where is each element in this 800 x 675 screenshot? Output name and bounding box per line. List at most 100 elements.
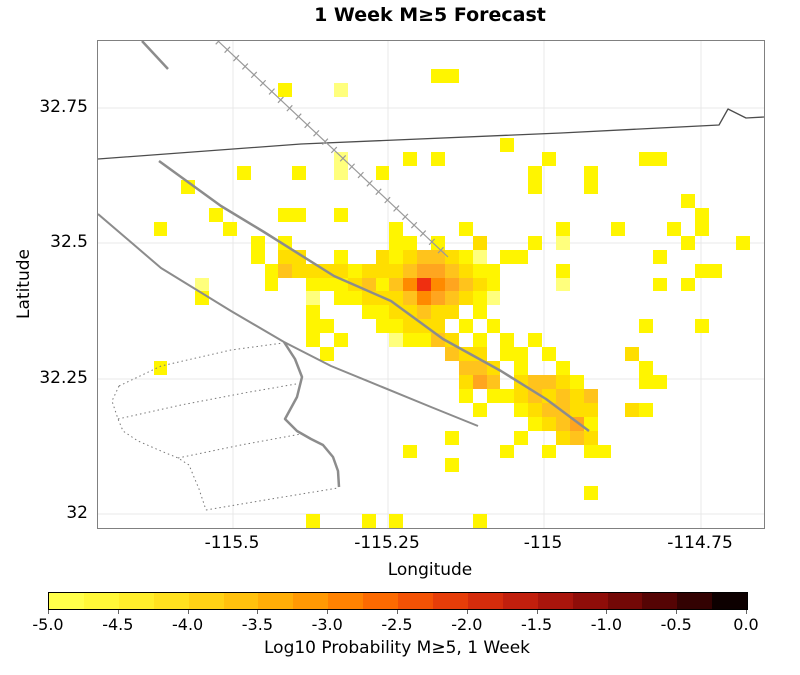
heatmap-cell — [431, 68, 445, 83]
heatmap-cell — [597, 444, 612, 459]
heatmap-cell — [403, 319, 418, 334]
x-tick-label: -114.75 — [667, 533, 733, 553]
heatmap-cell — [542, 152, 556, 167]
y-tick-label: 32 — [66, 503, 88, 523]
heatmap-cell — [444, 458, 459, 473]
colorbar-tick — [466, 610, 468, 614]
colorbar-tick — [536, 610, 538, 614]
heatmap-cell — [694, 207, 709, 222]
colorbar-segment — [328, 593, 364, 609]
heatmap-cell — [542, 416, 556, 431]
colorbar-segment — [537, 593, 573, 609]
heatmap-cell — [292, 263, 307, 278]
heatmap-cell — [333, 166, 348, 181]
heatmap-cell — [375, 305, 390, 320]
heatmap-cell — [514, 430, 529, 445]
heatmap-cell — [555, 374, 570, 389]
heatmap-cell — [458, 319, 473, 334]
heatmap-cell — [694, 263, 709, 278]
colorbar-tick — [117, 610, 119, 614]
colorbar-tick-label: -3.5 — [241, 615, 273, 634]
heatmap-cell — [528, 333, 542, 348]
heatmap-cell — [514, 388, 529, 403]
colorbar-tick-label: -0.5 — [660, 615, 692, 634]
heatmap-cell — [389, 333, 404, 348]
heatmap-cell — [431, 249, 445, 264]
heatmap-cell — [417, 277, 431, 292]
heatmap-cell — [653, 277, 667, 292]
colorbar-tick-label: -2.0 — [451, 615, 483, 634]
heatmap-cell — [361, 305, 376, 320]
colorbar-tick — [257, 610, 259, 614]
dotted-boundary-2 — [111, 385, 207, 511]
heatmap-cell — [708, 263, 723, 278]
heatmap-cell — [431, 305, 445, 320]
heatmap-cell — [222, 221, 237, 236]
heatmap-cell — [625, 347, 640, 362]
colorbar-segment — [49, 593, 84, 609]
heatmap-cell — [486, 263, 501, 278]
heatmap-cell — [486, 388, 501, 403]
heatmap-cell — [514, 249, 529, 264]
colorbar-tick-label: -5.0 — [32, 615, 64, 634]
heatmap-cell — [542, 374, 556, 389]
heatmap-cell — [528, 180, 542, 195]
heatmap-cell — [555, 430, 570, 445]
heatmap-cell — [403, 444, 418, 459]
heatmap-cell — [306, 319, 320, 334]
colorbar-segment — [83, 593, 119, 609]
heatmap-cell — [389, 221, 404, 236]
heatmap-cell — [653, 249, 667, 264]
colorbar-tick-label: -1.5 — [520, 615, 553, 634]
heatmap-cell — [403, 235, 418, 250]
heatmap-cell — [458, 249, 473, 264]
heatmap-cell — [680, 235, 695, 250]
heatmap-cell — [569, 430, 584, 445]
heatmap-cell — [333, 249, 348, 264]
heatmap-cell — [500, 333, 515, 348]
colorbar-segment — [502, 593, 538, 609]
heatmap-cell — [555, 235, 570, 250]
heatmap-cell — [333, 333, 348, 348]
heatmap-cell — [361, 263, 376, 278]
heatmap-cell — [555, 388, 570, 403]
y-tick-label: 32.25 — [39, 368, 88, 388]
heatmap-cell — [278, 263, 293, 278]
x-tick-label: -115 — [523, 533, 563, 553]
colorbar-segment — [363, 593, 399, 609]
heatmap-cell — [472, 333, 487, 348]
colorbar-label: Log10 Probability M≥5, 1 Week — [264, 638, 530, 658]
heatmap-cell — [639, 319, 653, 334]
colorbar-segment — [188, 593, 224, 609]
colorbar-tick-label: -2.5 — [381, 615, 413, 634]
heatmap-cell — [472, 277, 487, 292]
heatmap-cell — [458, 263, 473, 278]
heatmap-cell — [431, 263, 445, 278]
heatmap-cell — [555, 277, 570, 292]
heatmap-cell — [472, 305, 487, 320]
heatmap-cell — [514, 347, 529, 362]
heatmap-cell — [472, 402, 487, 417]
heatmap-cell — [417, 333, 431, 348]
heatmap-cell — [528, 374, 542, 389]
heatmap-cell — [583, 402, 598, 417]
heatmap-cell — [583, 444, 598, 459]
heatmap-cell — [500, 347, 515, 362]
heatmap-cell — [583, 430, 598, 445]
colorbar-tick-label: -4.5 — [102, 615, 134, 634]
heatmap-cell — [444, 347, 459, 362]
heatmap-cell — [639, 402, 653, 417]
heatmap-cell — [444, 291, 459, 306]
heatmap-cell — [694, 221, 709, 236]
heatmap-cell — [514, 361, 529, 375]
heatmap-cell — [528, 402, 542, 417]
heatmap-cell — [278, 207, 293, 222]
heatmap-cell — [444, 277, 459, 292]
heatmap-cell — [320, 277, 334, 292]
heatmap-cell — [306, 291, 320, 306]
heatmap-cell — [680, 194, 695, 208]
chart-title: 1 Week M≥5 Forecast — [314, 4, 546, 26]
heatmap-cell — [444, 68, 459, 83]
colorbar-segment — [432, 593, 468, 609]
colorbar-segment — [118, 593, 154, 609]
